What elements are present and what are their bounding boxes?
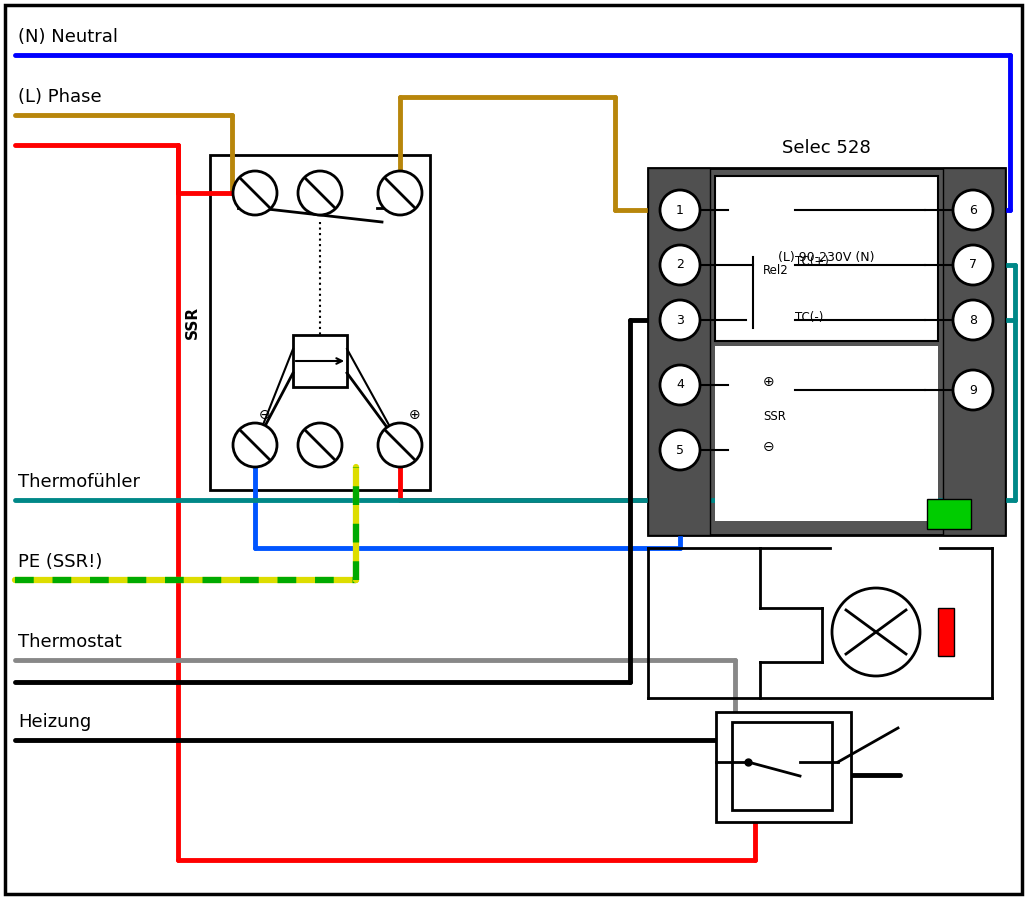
Bar: [938, 608, 954, 656]
Text: (N) Neutral: (N) Neutral: [18, 28, 118, 46]
Circle shape: [378, 171, 422, 215]
Text: Rel2: Rel2: [763, 263, 789, 277]
Circle shape: [298, 423, 342, 467]
Text: (L) 90-230V (N): (L) 90-230V (N): [778, 252, 875, 264]
Bar: [210, 155, 430, 490]
Circle shape: [233, 171, 277, 215]
Circle shape: [953, 370, 993, 410]
Circle shape: [953, 190, 993, 230]
Bar: [927, 499, 971, 529]
Text: 1: 1: [676, 203, 684, 217]
Text: ⊖: ⊖: [763, 440, 774, 454]
Circle shape: [953, 300, 993, 340]
Text: TC(+): TC(+): [795, 255, 829, 269]
Bar: [732, 722, 832, 810]
Text: Selec 528: Selec 528: [783, 139, 871, 157]
Circle shape: [660, 190, 700, 230]
Text: 3: 3: [676, 314, 684, 326]
Circle shape: [953, 245, 993, 285]
Circle shape: [233, 423, 277, 467]
Text: PE (SSR!): PE (SSR!): [18, 553, 103, 571]
Text: 4: 4: [676, 378, 684, 391]
Text: SSR: SSR: [185, 306, 199, 339]
Text: 2: 2: [676, 259, 684, 271]
Text: Heizung: Heizung: [18, 713, 91, 731]
Bar: [648, 168, 710, 535]
Bar: [293, 335, 347, 387]
Circle shape: [660, 430, 700, 470]
Text: 6: 6: [969, 203, 977, 217]
Text: 5: 5: [676, 443, 684, 457]
Circle shape: [660, 300, 700, 340]
Text: Thermostat: Thermostat: [18, 633, 122, 651]
Circle shape: [378, 423, 422, 467]
Text: ⊖: ⊖: [259, 408, 271, 422]
Text: TC(-): TC(-): [795, 310, 824, 324]
Text: Thermofühler: Thermofühler: [18, 473, 140, 491]
Circle shape: [298, 171, 342, 215]
Text: 9: 9: [969, 384, 977, 396]
Bar: [943, 168, 1005, 535]
Circle shape: [660, 245, 700, 285]
Circle shape: [660, 365, 700, 405]
Text: 8: 8: [969, 314, 977, 326]
Text: ⊕: ⊕: [763, 375, 774, 389]
Text: 7: 7: [969, 259, 977, 271]
Text: (L) Phase: (L) Phase: [18, 88, 102, 106]
Text: ⊕: ⊕: [409, 408, 421, 422]
Circle shape: [832, 588, 920, 676]
Bar: [648, 168, 1005, 535]
Bar: [716, 712, 851, 822]
Bar: [715, 346, 938, 521]
Bar: [715, 176, 938, 341]
Text: SSR: SSR: [763, 411, 786, 423]
